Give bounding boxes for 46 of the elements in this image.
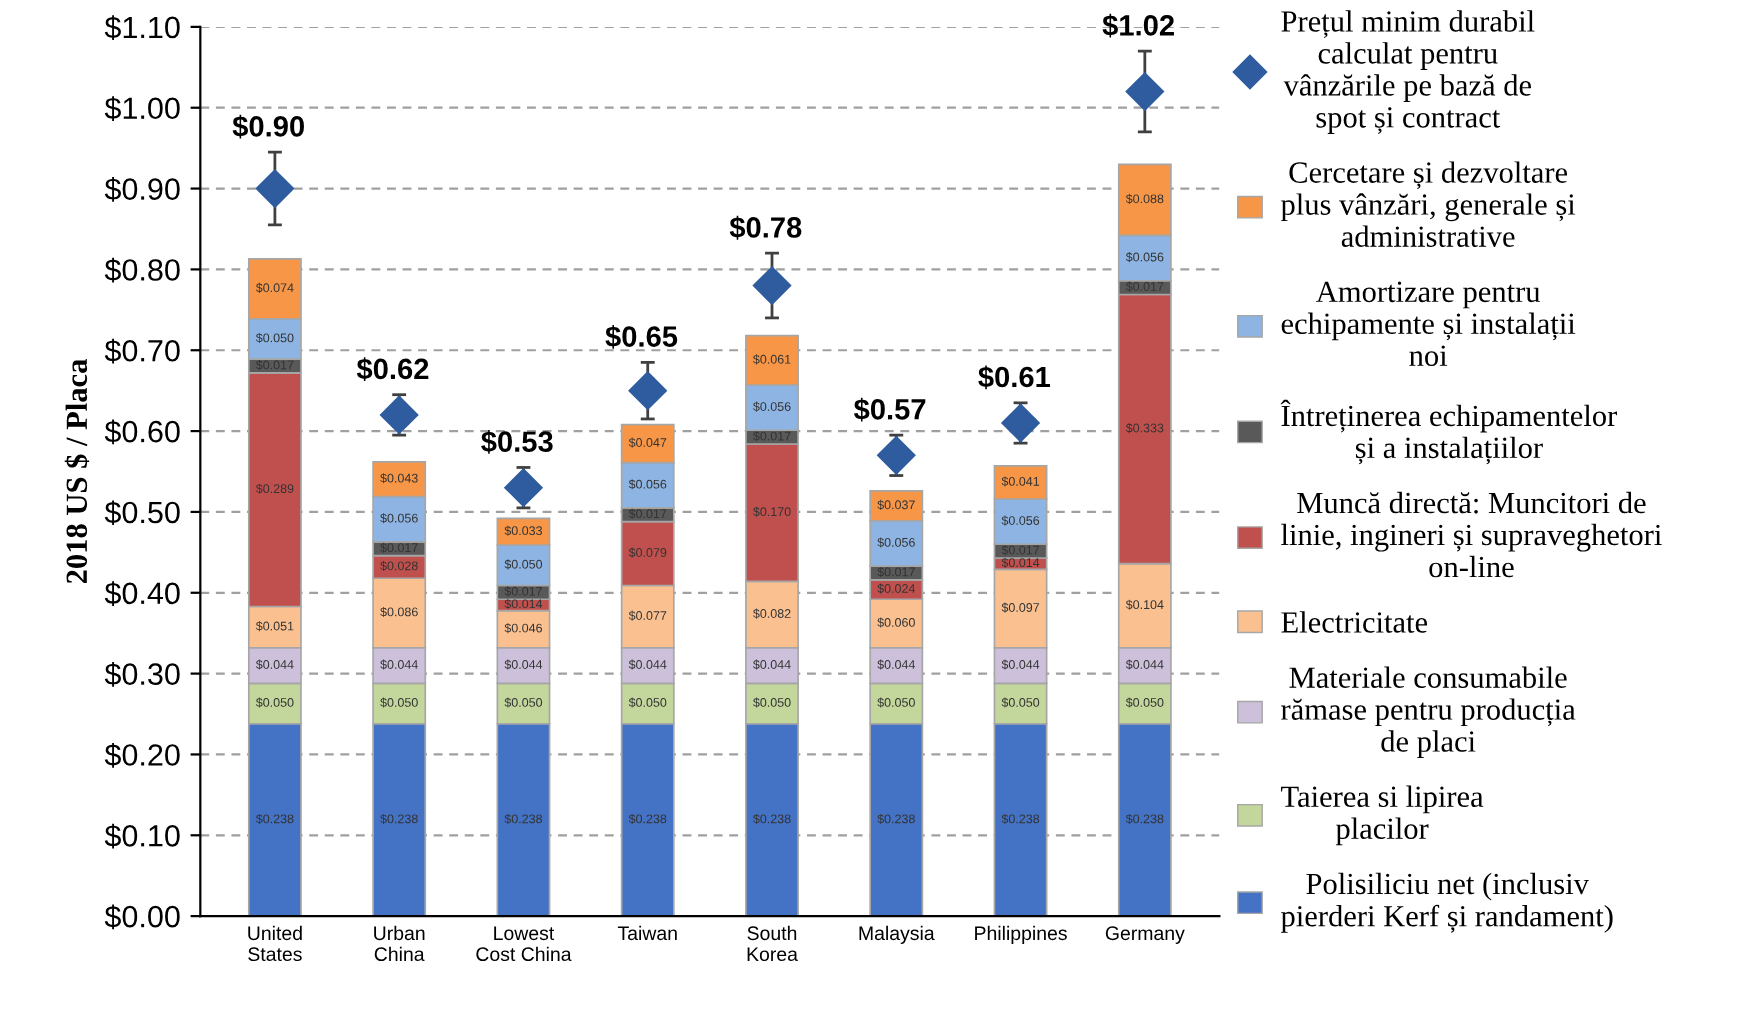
data-label: $0.57	[853, 397, 926, 422]
data-label: $0.62	[356, 357, 429, 382]
y-tick-label: $0.80	[104, 257, 180, 283]
legend-label: Materiale consumabile rămase pentru producția de placi	[1281, 666, 1576, 759]
data-label: $1.02	[1102, 13, 1174, 38]
x-tick-label: Philippines	[975, 925, 1067, 944]
x-tick-label: Urban China	[374, 925, 425, 962]
point	[380, 395, 419, 434]
x-tick-label: South Korea	[747, 925, 798, 962]
point	[255, 169, 294, 208]
point	[628, 371, 667, 410]
text: Amortizare pentru echipamente și instalații noi	[1281, 281, 1576, 367]
y-tick-label: $0.60	[104, 419, 180, 445]
point	[504, 468, 543, 507]
y-tick-label: $0.40	[104, 581, 180, 606]
legend-label: Taierea si lipirea placilor	[1281, 785, 1484, 846]
point	[1125, 72, 1164, 111]
legend-label: Cercetare și dezvoltare plus vânzări, generale și administrative	[1281, 161, 1576, 247]
y-tick-label: $1.00	[104, 96, 180, 121]
y-tick-label: $0.70	[104, 338, 180, 364]
y-tick-label: $0.00	[104, 904, 180, 930]
x-tick-label: Germany	[1105, 926, 1185, 944]
data-label: $0.61	[978, 365, 1051, 390]
text: Muncă directă: Muncitori de linie, ingineri și supraveghetori on-line	[1281, 491, 1662, 578]
data-label: $0.78	[729, 215, 802, 240]
data-label: $0.90	[232, 114, 304, 139]
y-tick-label: $0.90	[104, 177, 180, 202]
y-tick-label: $0.30	[104, 662, 180, 687]
y-tick-label: $0.10	[104, 823, 180, 849]
data-label: $0.65	[605, 324, 678, 349]
legend-label: Polisiliciu net (inclusiv pierderi Kerf și randament)	[1281, 872, 1613, 933]
y-tick-label: $1.10	[104, 15, 180, 41]
y-axis-title: 2018 US $ / Placa	[64, 359, 90, 584]
point	[877, 436, 916, 475]
data-label: $0.53	[481, 430, 553, 454]
legend-label: Întreținerea echipamentelor și a instalațiilor	[1280, 399, 1618, 465]
y-tick-label: $0.50	[104, 500, 180, 526]
legend-label: Prețul minim durabil calculat pentru vânzările pe bază de spot și contract	[1281, 10, 1535, 134]
legend-label: Electricitate	[1281, 611, 1428, 633]
y-tick-label: $0.20	[104, 742, 180, 768]
x-tick-label: Malaysia	[859, 925, 935, 944]
x-tick-label: Taiwan	[617, 925, 677, 941]
point	[1001, 403, 1040, 443]
point	[752, 266, 792, 305]
x-tick-label: Lowest Cost China	[476, 926, 572, 962]
x-tick-label: United States	[248, 925, 302, 962]
